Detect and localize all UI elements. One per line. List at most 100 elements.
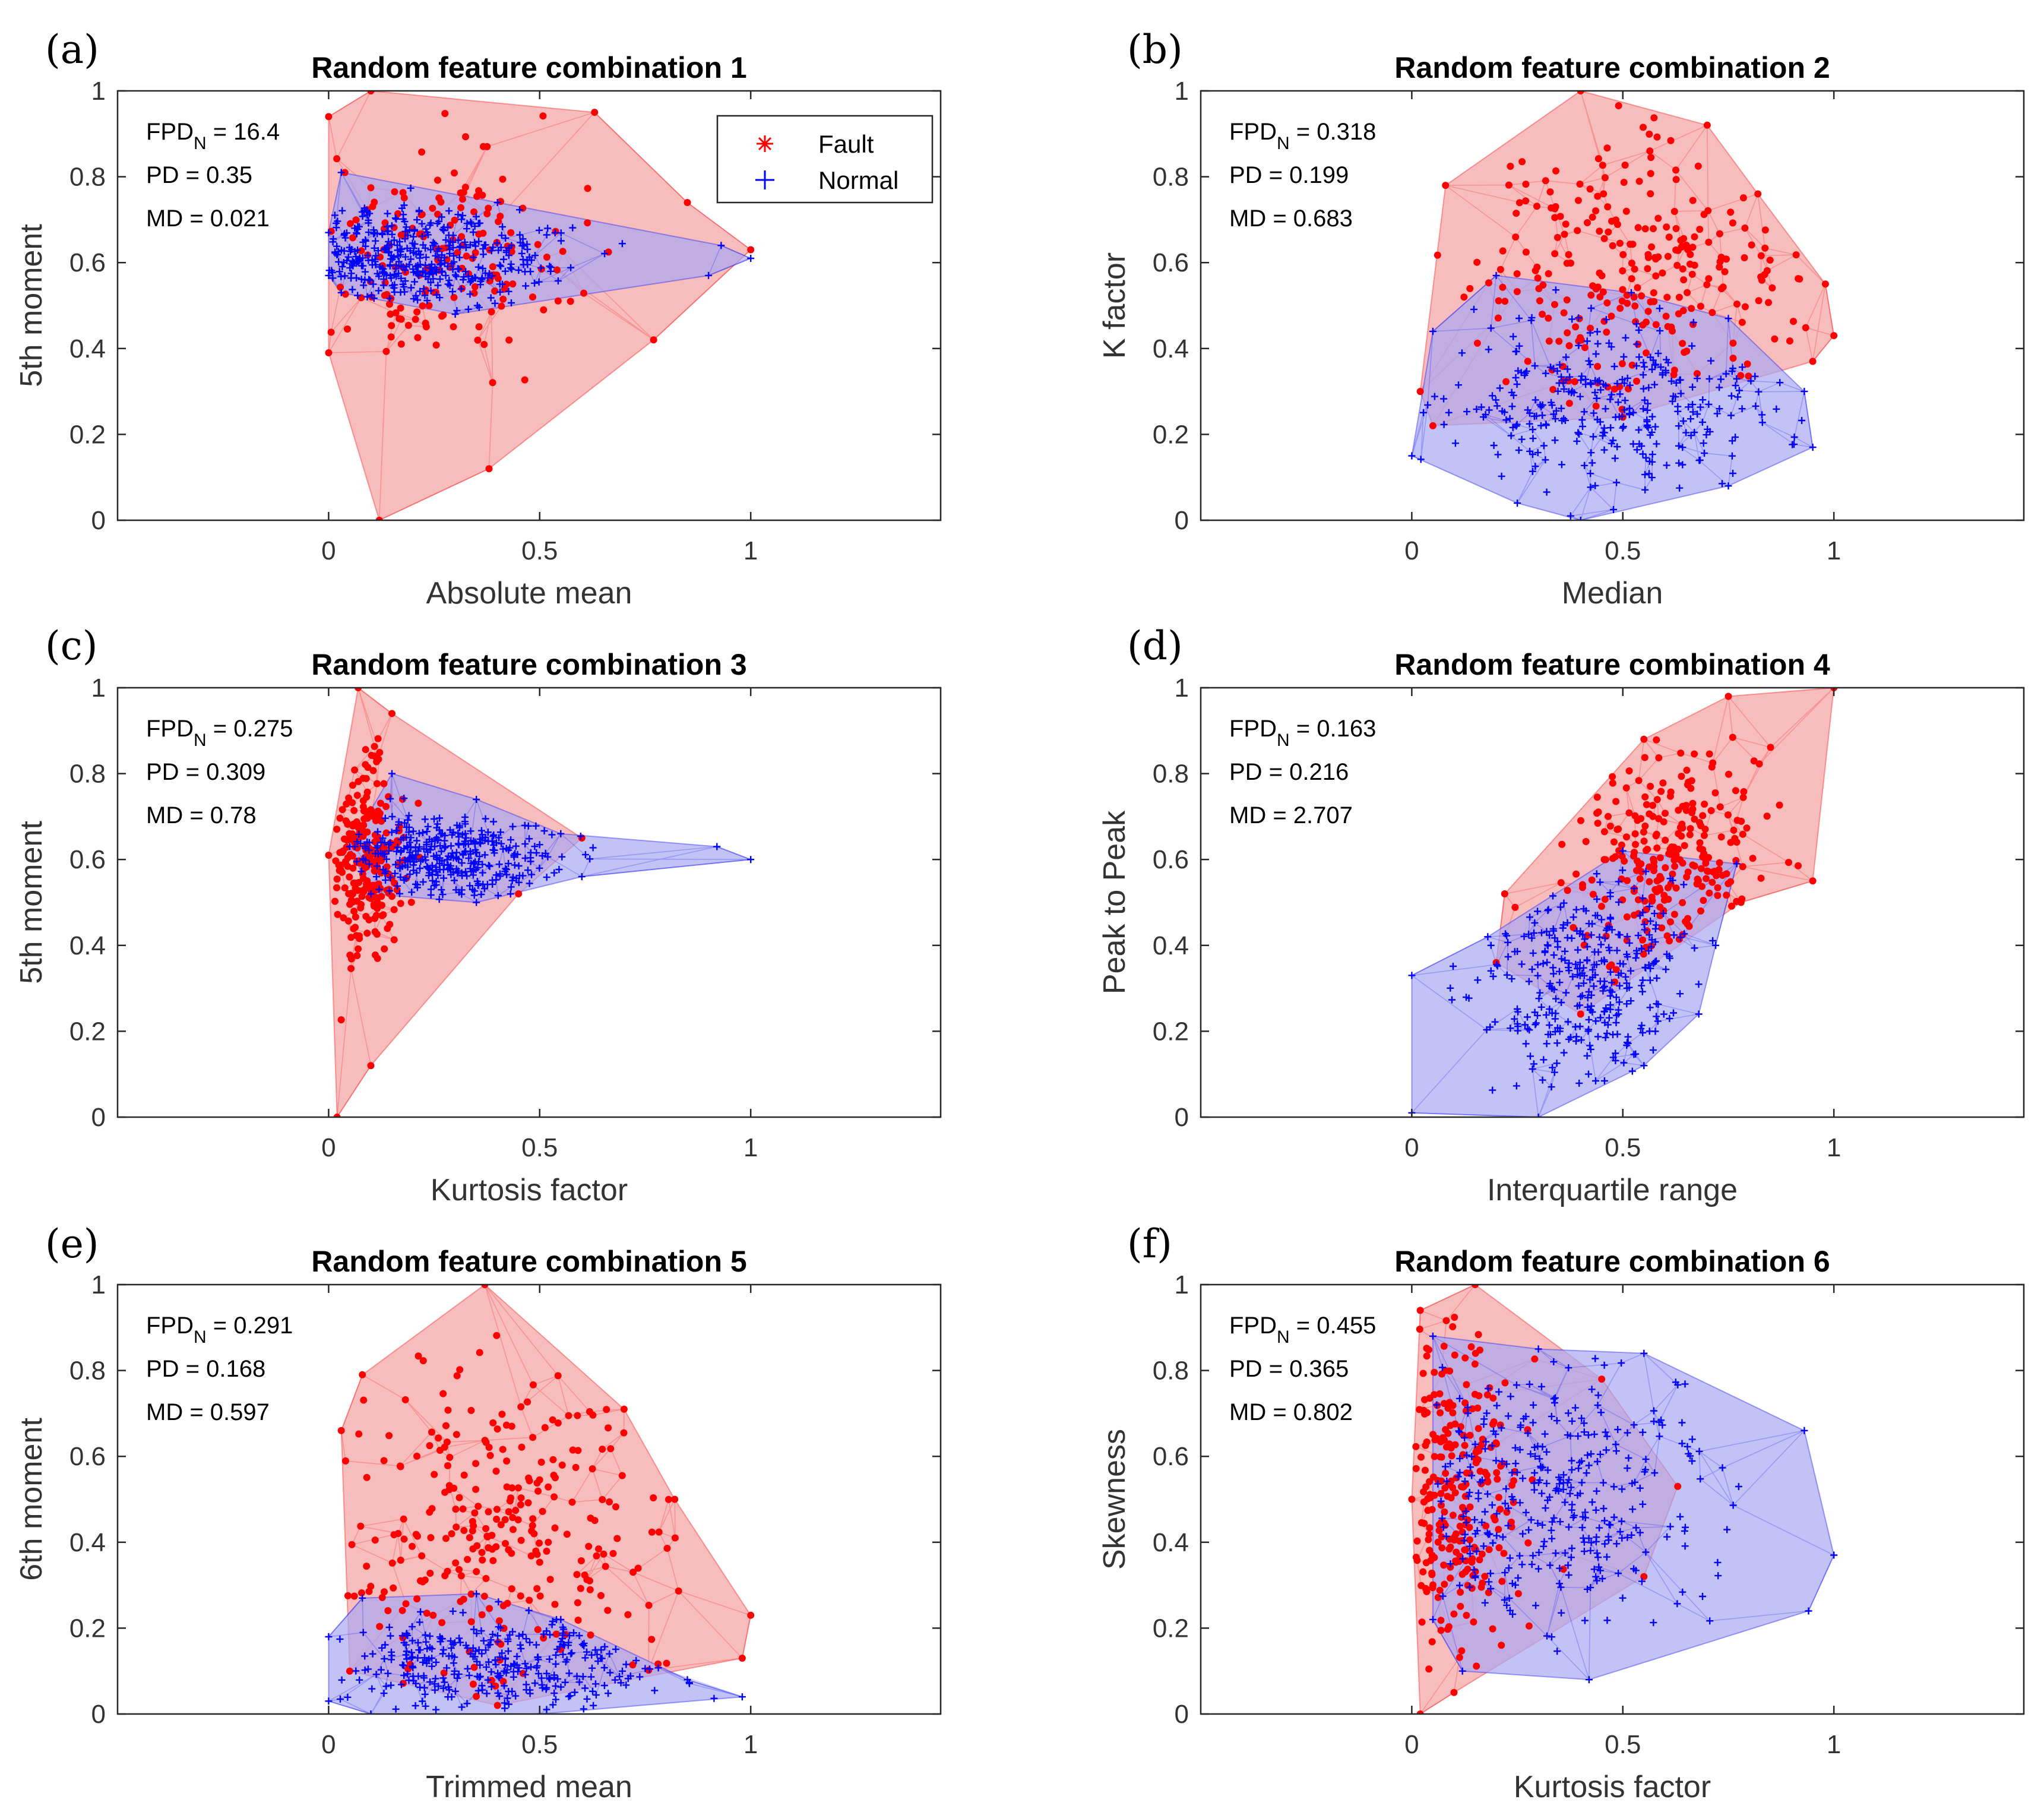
- normal-point: [616, 1672, 624, 1680]
- fault-point: [1719, 283, 1727, 291]
- normal-point: [374, 828, 381, 836]
- normal-point: [1550, 365, 1557, 372]
- normal-point: [1602, 1446, 1610, 1454]
- normal-point: [504, 1647, 512, 1655]
- normal-point: [498, 840, 505, 848]
- fault-point: [517, 1536, 525, 1544]
- normal-point: [400, 215, 407, 223]
- fault-point: [1549, 385, 1557, 393]
- normal-point: [432, 868, 440, 875]
- fault-point: [412, 315, 419, 323]
- fault-point: [1625, 385, 1632, 393]
- normal-point: [1695, 981, 1703, 988]
- normal-point: [1529, 1552, 1537, 1560]
- normal-point: [1466, 1550, 1474, 1557]
- normal-point: [1758, 411, 1766, 419]
- normal-point: [1447, 984, 1454, 992]
- normal-point: [1509, 1611, 1517, 1618]
- normal-point: [390, 236, 398, 244]
- fault-point: [1700, 850, 1708, 858]
- normal-point: [1481, 1599, 1489, 1607]
- y-tick-label: 0.2: [69, 1614, 106, 1643]
- normal-point: [429, 877, 436, 884]
- fault-point: [1496, 1421, 1504, 1429]
- fault-point: [1664, 322, 1672, 330]
- normal-point: [1594, 948, 1602, 956]
- fault-point: [1758, 276, 1765, 284]
- fault-point: [1633, 377, 1640, 385]
- fault-point: [1620, 179, 1628, 186]
- normal-point: [527, 268, 534, 276]
- normal-point: [1719, 480, 1726, 488]
- fault-point: [482, 1574, 490, 1582]
- fault-point: [537, 1459, 545, 1466]
- normal-point: [1529, 426, 1536, 434]
- fault-point: [1767, 744, 1774, 751]
- fault-point: [453, 1431, 460, 1438]
- normal-point: [458, 871, 466, 879]
- normal-point: [364, 252, 372, 260]
- normal-point: [1408, 972, 1416, 979]
- fault-point: [1653, 844, 1661, 852]
- normal-point: [337, 169, 345, 176]
- normal-point: [1543, 928, 1551, 935]
- normal-point: [1543, 1448, 1551, 1456]
- fault-point: [1665, 233, 1673, 241]
- y-tick-label: 1: [91, 673, 106, 703]
- fault-point: [1618, 360, 1626, 368]
- fault-point: [1684, 868, 1692, 876]
- normal-point: [479, 251, 487, 258]
- fault-point: [486, 1452, 494, 1459]
- fault-point: [383, 290, 391, 298]
- normal-point: [1660, 1010, 1668, 1018]
- normal-point: [1672, 379, 1680, 387]
- fault-point: [1442, 1469, 1450, 1477]
- fault-point: [1672, 166, 1679, 174]
- fault-point: [1754, 190, 1762, 198]
- normal-point: [1595, 1563, 1603, 1571]
- fault-point: [355, 1430, 363, 1438]
- normal-point: [416, 843, 423, 851]
- normal-point: [1606, 396, 1614, 403]
- normal-point: [1495, 1388, 1502, 1396]
- fault-point: [489, 1557, 497, 1564]
- x-tick-label: 0: [1404, 1730, 1419, 1759]
- fault-point: [1560, 309, 1568, 317]
- fault-point: [333, 826, 341, 833]
- normal-point: [502, 1669, 510, 1677]
- normal-point: [414, 296, 422, 304]
- fault-point: [1592, 402, 1600, 410]
- fault-point: [577, 1585, 584, 1592]
- fault-point: [1557, 879, 1565, 887]
- x-tick-label: 1: [1827, 536, 1841, 565]
- fault-point: [460, 1471, 468, 1479]
- fault-point: [1647, 170, 1654, 178]
- normal-point: [1552, 407, 1560, 415]
- normal-point: [401, 227, 409, 235]
- fault-point: [443, 1438, 451, 1446]
- normal-point: [502, 235, 510, 242]
- fault-point: [585, 1542, 593, 1550]
- fault-point: [1606, 963, 1613, 970]
- fault-point: [1459, 1451, 1467, 1459]
- normal-point: [1588, 1386, 1596, 1393]
- normal-point: [403, 842, 411, 850]
- fault-point: [1659, 269, 1666, 277]
- normal-point: [1585, 1070, 1592, 1078]
- fault-point: [419, 1578, 426, 1586]
- fault-point: [1609, 855, 1616, 862]
- normal-point: [1456, 1469, 1464, 1476]
- fault-point: [1776, 801, 1783, 809]
- normal-point: [1632, 1524, 1640, 1532]
- normal-point: [384, 210, 391, 217]
- fault-point: [1446, 1367, 1454, 1375]
- x-tick-label: 0.5: [1605, 1133, 1641, 1162]
- normal-point: [597, 1646, 605, 1654]
- fault-point: [1701, 801, 1708, 808]
- normal-point: [428, 261, 435, 268]
- normal-point: [1714, 1572, 1722, 1580]
- normal-point: [482, 1646, 489, 1654]
- fault-point: [388, 322, 395, 330]
- normal-point: [446, 282, 454, 289]
- normal-point: [1529, 451, 1536, 458]
